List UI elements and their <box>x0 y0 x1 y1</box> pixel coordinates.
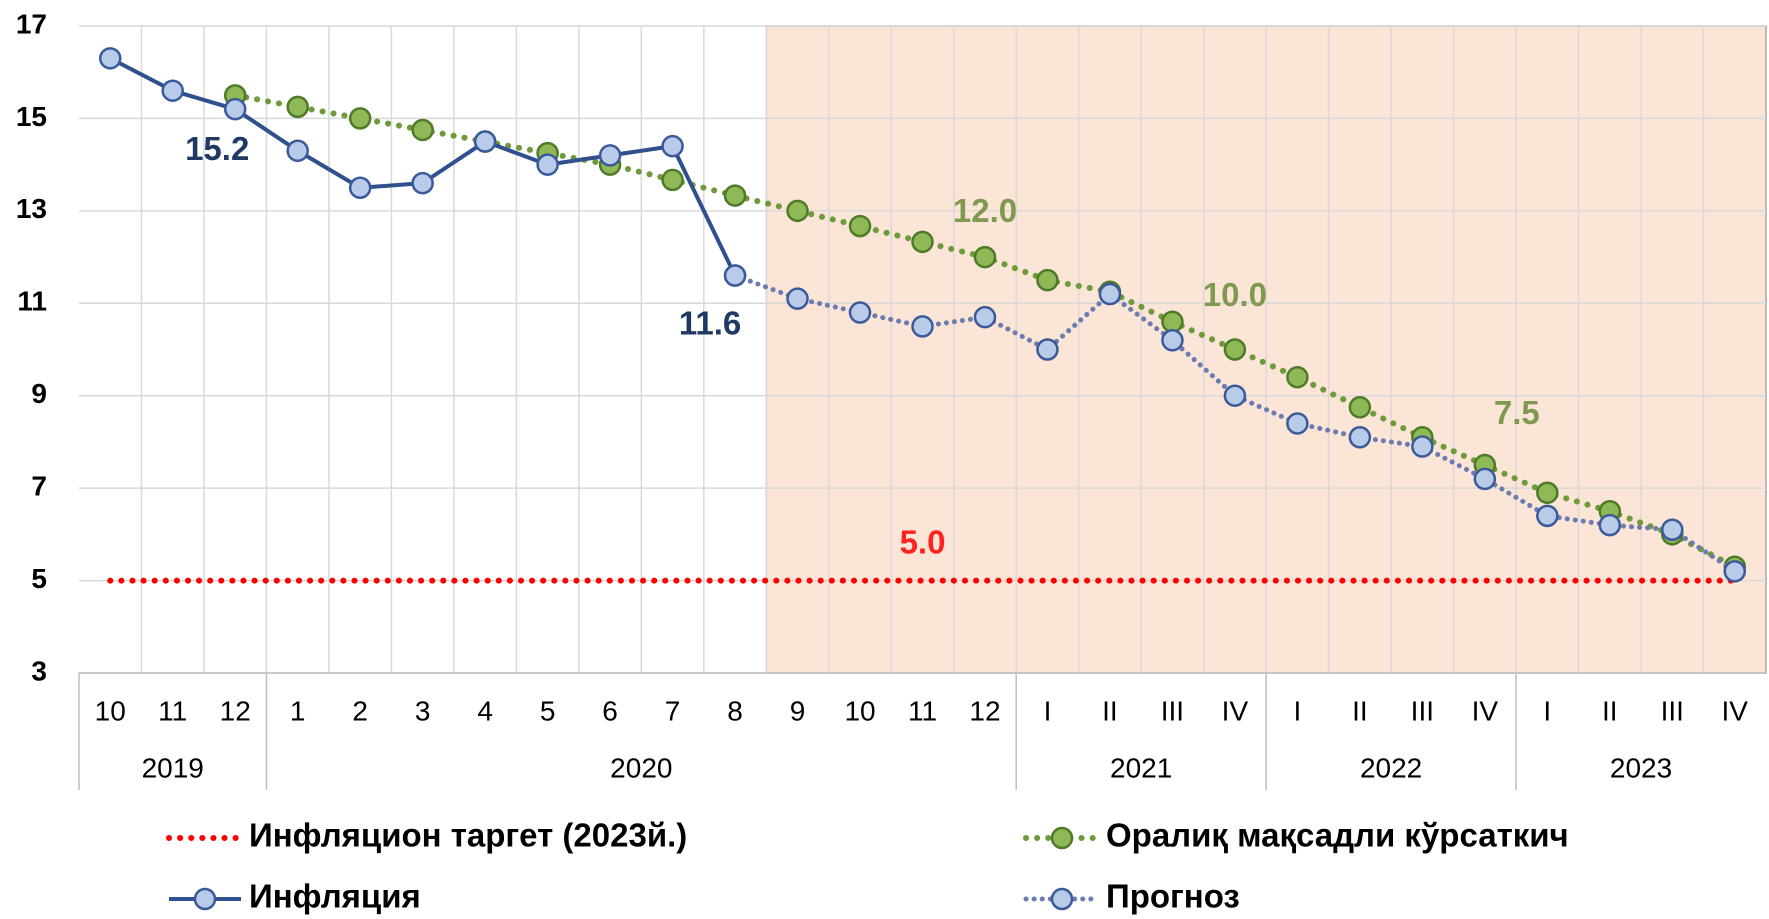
y-tick-label: 7 <box>31 471 47 502</box>
point <box>473 130 497 153</box>
x-tick-label: III <box>1411 695 1434 726</box>
group-label: 2022 <box>1360 752 1422 783</box>
point <box>1161 329 1184 352</box>
point <box>848 301 872 324</box>
point <box>1536 481 1559 505</box>
data-label: 15.2 <box>185 130 249 167</box>
group-label: 2021 <box>1110 752 1172 783</box>
x-tick-label: 12 <box>969 695 1000 726</box>
x-tick-label: 9 <box>790 695 806 726</box>
legend-marker <box>1050 887 1074 911</box>
point <box>598 144 622 167</box>
y-tick-label: 5 <box>31 563 47 594</box>
group-label: 2020 <box>610 752 672 783</box>
point <box>1348 396 1372 419</box>
x-tick-label: IV <box>1722 695 1749 726</box>
x-tick-label: 8 <box>727 695 743 726</box>
x-tick-label: I <box>1293 695 1301 726</box>
group-label: 2023 <box>1610 752 1672 783</box>
point <box>1036 338 1059 361</box>
point <box>973 305 997 329</box>
x-tick-label: III <box>1661 695 1684 726</box>
point <box>286 95 309 119</box>
point <box>286 139 309 163</box>
y-tick-label: 3 <box>31 655 47 686</box>
point <box>911 230 934 254</box>
x-tick-label: 11 <box>908 695 937 726</box>
point <box>1286 412 1309 435</box>
x-tick-label: 11 <box>158 695 187 726</box>
x-tick-label: 4 <box>477 695 493 726</box>
point <box>411 171 434 195</box>
point <box>786 287 809 310</box>
x-tick-label: II <box>1102 695 1118 726</box>
legend-marker <box>1050 826 1074 850</box>
legend-label: Инфляция <box>249 878 421 915</box>
x-tick-label: IV <box>1222 695 1249 726</box>
point <box>98 47 122 70</box>
point <box>1223 338 1247 361</box>
x-tick-label: II <box>1602 695 1618 726</box>
y-tick-label: 17 <box>16 8 47 39</box>
y-tick-label: 15 <box>16 101 47 132</box>
x-tick-label: 3 <box>415 695 431 726</box>
point <box>786 199 809 223</box>
legend-label: Оралиқ мақсадли кўрсаткич <box>1106 817 1569 854</box>
point <box>973 245 997 269</box>
data-label: 12.0 <box>953 192 1017 229</box>
point <box>348 176 372 199</box>
point <box>1723 560 1747 583</box>
point <box>1161 310 1184 334</box>
point <box>1536 504 1559 528</box>
legend-label: Прогноз <box>1106 878 1240 915</box>
point <box>348 107 372 130</box>
x-tick-label: 10 <box>844 695 875 726</box>
point <box>1348 426 1372 449</box>
point <box>911 315 934 338</box>
point <box>411 118 434 142</box>
point <box>223 97 247 121</box>
point <box>1661 518 1684 541</box>
x-tick-label: II <box>1352 695 1368 726</box>
group-label: 2019 <box>142 752 204 783</box>
x-tick-label: III <box>1161 695 1184 726</box>
x-tick-label: I <box>1044 695 1052 726</box>
data-label: 5.0 <box>900 523 946 560</box>
x-tick-label: 6 <box>602 695 618 726</box>
y-tick-label: 11 <box>17 286 47 317</box>
point <box>536 153 559 176</box>
x-tick-label: IV <box>1472 695 1499 726</box>
point <box>661 134 684 158</box>
x-tick-label: 7 <box>665 695 681 726</box>
point <box>1098 282 1122 306</box>
point <box>1411 435 1434 458</box>
y-tick-label: 13 <box>16 193 47 224</box>
x-tick-label: 1 <box>290 695 306 726</box>
point <box>848 214 872 238</box>
point <box>161 79 184 102</box>
point <box>723 264 747 287</box>
y-tick-label: 9 <box>31 378 47 409</box>
point <box>1473 467 1497 491</box>
x-tick-label: 12 <box>220 695 251 726</box>
point <box>661 168 684 192</box>
data-label: 10.0 <box>1203 276 1267 313</box>
point <box>723 184 747 207</box>
legend-marker <box>193 887 217 911</box>
x-tick-label: 2 <box>352 695 368 726</box>
point <box>1036 268 1059 292</box>
point <box>1286 365 1309 389</box>
x-tick-label: 5 <box>540 695 556 726</box>
x-tick-label: I <box>1543 695 1551 726</box>
point <box>1223 384 1247 407</box>
legend-label: Инфляцион таргет (2023й.) <box>249 817 687 854</box>
point <box>1598 513 1622 537</box>
data-label: 11.6 <box>679 304 741 341</box>
x-tick-label: 10 <box>95 695 126 726</box>
data-label: 7.5 <box>1494 394 1540 431</box>
